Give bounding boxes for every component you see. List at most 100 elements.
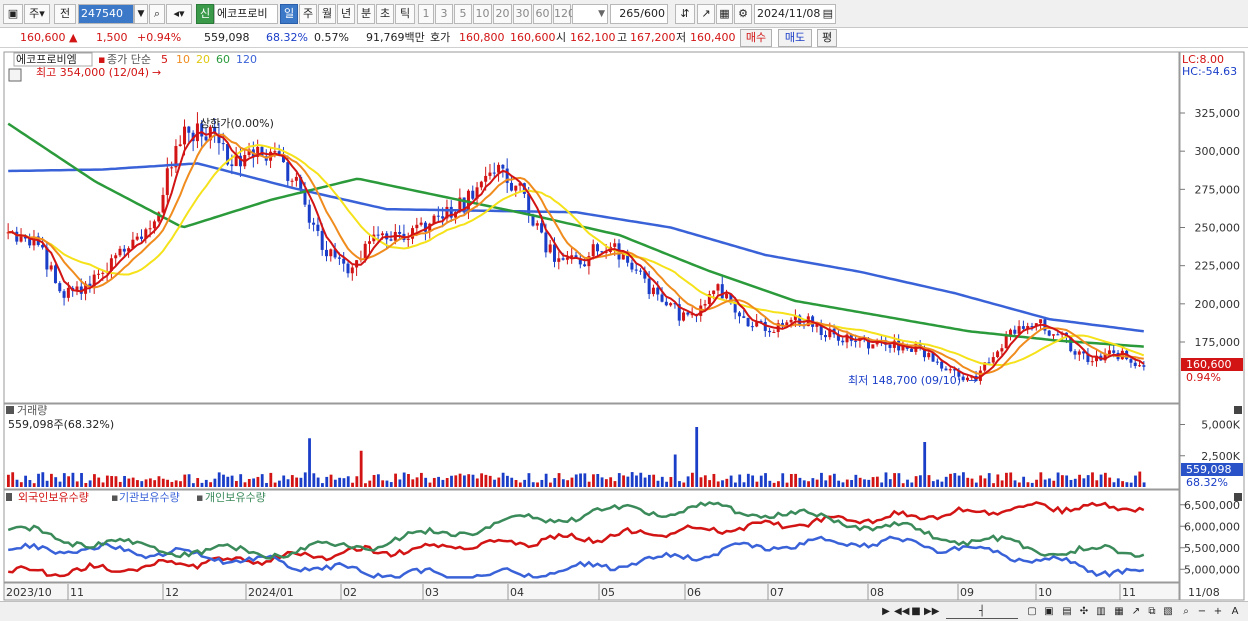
layout-icon-5[interactable]: ▦ — [1114, 606, 1124, 617]
volume-bar — [643, 477, 647, 487]
layout-icon-4[interactable]: ▥ — [1096, 606, 1106, 617]
play-icon[interactable]: ▶ — [882, 606, 890, 617]
layout-icon-6[interactable]: ▧ — [1163, 606, 1173, 617]
candle-body — [682, 312, 686, 321]
market-label: 주 — [29, 7, 40, 20]
volume-bar — [712, 473, 716, 487]
volume-bar — [325, 476, 329, 487]
volume-bar — [725, 478, 729, 487]
interval-custom-input[interactable]: ▼ — [572, 4, 608, 24]
volume-bar — [222, 474, 225, 487]
candle-body — [114, 255, 118, 259]
volume-bar — [480, 473, 484, 487]
fast-forward-icon[interactable]: ▶▶ — [924, 606, 940, 617]
window-icon[interactable]: ▣ — [3, 4, 23, 24]
price-change-pct: +0.94% — [137, 31, 182, 44]
market-select[interactable]: 주▾ — [24, 4, 50, 24]
count-field[interactable]: 265/600 — [610, 4, 668, 24]
gear-icon[interactable]: ⚙ — [734, 4, 752, 24]
volume-bar — [110, 476, 114, 487]
volume-bar — [996, 474, 1000, 487]
volume-panel[interactable] — [3, 403, 1180, 490]
interval-3[interactable]: 3 — [435, 4, 453, 24]
period-second[interactable]: 초 — [376, 4, 394, 24]
calendar-icon[interactable]: ▤ — [822, 7, 833, 20]
volume-bar — [798, 477, 802, 487]
zoom-slider[interactable]: ┤ — [946, 604, 1018, 619]
draw-icon[interactable]: ↗ — [1131, 606, 1141, 617]
sell-button[interactable]: 매도 — [778, 29, 812, 47]
chevron-down-icon[interactable]: ▼ — [134, 4, 148, 24]
prev-button[interactable]: 전 — [54, 4, 76, 24]
volume-bar — [742, 482, 746, 487]
volume-bar — [286, 479, 290, 487]
candle-body — [492, 172, 496, 174]
chart-tools-icon[interactable]: ⇵ — [675, 4, 695, 24]
legend-name-box — [13, 52, 93, 67]
stock-code-input[interactable]: 247540 — [78, 4, 134, 24]
x-axis-label: 07 — [770, 586, 784, 599]
search-icon[interactable]: ⌕ — [149, 4, 165, 24]
candle-body — [79, 286, 83, 294]
zoom-search-icon[interactable]: ⌕ — [1183, 606, 1189, 617]
crosshair-icon[interactable]: ✣ — [1079, 606, 1089, 617]
speaker-icon[interactable]: ◂▾ — [166, 4, 192, 24]
low-arrow-icon: → — [968, 374, 977, 387]
zoom-out-icon[interactable]: − — [1197, 606, 1207, 617]
candle-body — [690, 314, 694, 316]
stop-icon[interactable]: ■ — [911, 606, 921, 617]
interval-30[interactable]: 30 — [513, 4, 532, 24]
period-day[interactable]: 일 — [280, 4, 298, 24]
price-tick-label: 175,000 — [1195, 336, 1241, 349]
stock-chart[interactable]: 325,000 300,000 275,000 250,000 225,000 200,0… — [0, 50, 1248, 602]
volume-bar — [247, 478, 251, 487]
volume-bar — [622, 475, 625, 487]
moving-averages — [7, 122, 1145, 380]
volume-bar — [923, 442, 927, 487]
candle-body — [836, 334, 840, 341]
x-axis-label: 11 — [70, 586, 84, 599]
interval-60[interactable]: 60 — [533, 4, 552, 24]
period-week[interactable]: 주 — [299, 4, 317, 24]
interval-10[interactable]: 10 — [473, 4, 492, 24]
candle-body — [1069, 337, 1073, 352]
period-year[interactable]: 년 — [337, 4, 355, 24]
zoom-in-icon[interactable]: + — [1213, 606, 1223, 617]
volume-bar — [587, 481, 591, 487]
period-month[interactable]: 월 — [318, 4, 336, 24]
holder-panel-close-icon[interactable] — [1234, 493, 1242, 501]
font-size-icon[interactable]: A — [1231, 606, 1239, 617]
volume-bar — [549, 482, 552, 487]
chevron-down-icon[interactable]: ▼ — [598, 9, 605, 19]
date-field[interactable]: 2024/11/08 ▤ — [754, 4, 836, 24]
candle-body — [540, 223, 544, 233]
layout-icon-2[interactable]: ▣ — [1044, 606, 1054, 617]
volume-bar — [501, 472, 505, 487]
interval-120[interactable]: 120 — [553, 4, 575, 24]
panel-settings-icon[interactable] — [8, 68, 22, 82]
period-tick[interactable]: 틱 — [395, 4, 415, 24]
buy-button[interactable]: 매수 — [740, 29, 772, 47]
volume-bar — [673, 454, 677, 487]
candle-body — [62, 291, 66, 298]
grid-icon[interactable]: ▦ — [716, 4, 733, 24]
volume-panel-close-icon[interactable] — [1234, 406, 1242, 414]
candle-body — [170, 167, 174, 169]
holder-tick-label: 6,000,000 — [1184, 520, 1240, 533]
interval-5[interactable]: 5 — [454, 4, 472, 24]
layout-icon-3[interactable]: ▤ — [1062, 606, 1072, 617]
candle-body — [1129, 359, 1133, 363]
eval-button[interactable]: 평 — [817, 29, 837, 47]
draw-line-icon[interactable]: ↗ — [697, 4, 715, 24]
layout-icon-1[interactable]: ▢ — [1027, 606, 1037, 617]
interval-1[interactable]: 1 — [418, 4, 434, 24]
copy-icon[interactable]: ⧉ — [1148, 606, 1156, 617]
volume-bar — [419, 472, 423, 487]
candle-body — [514, 185, 518, 191]
interval-20[interactable]: 20 — [493, 4, 512, 24]
stock-name-field[interactable]: 에코프로비 — [214, 4, 278, 24]
chart-area[interactable]: 325,000 300,000 275,000 250,000 225,000 200,0… — [0, 50, 1248, 602]
period-minute[interactable]: 분 — [357, 4, 375, 24]
volume-bar — [669, 477, 673, 487]
rewind-icon[interactable]: ◀◀ — [894, 606, 910, 617]
